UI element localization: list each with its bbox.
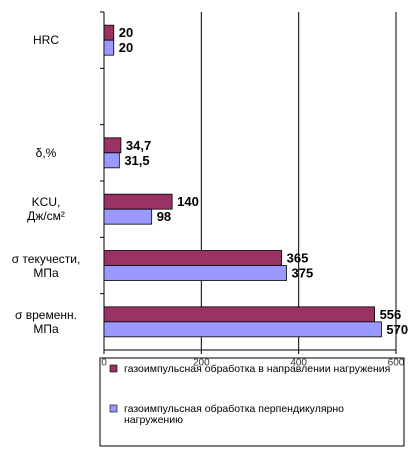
bar	[103, 265, 287, 281]
y-tick-label: δ,%	[35, 145, 57, 160]
value-label: 20	[119, 25, 133, 40]
legend-label: газоимпульсная обработка перпендикулярно…	[124, 403, 344, 426]
value-label: 140	[177, 194, 199, 209]
y-tick-label: σ текучести, МПа	[11, 251, 81, 280]
x-tick-label: 0	[101, 358, 107, 369]
bar	[103, 193, 173, 210]
y-tick-label: KCU, Дж/см²	[27, 195, 65, 224]
legend-swatch	[109, 404, 118, 413]
bar	[103, 39, 115, 56]
value-label: 375	[292, 265, 314, 280]
value-label: 365	[287, 250, 309, 265]
y-tick-label: σ временн. МПа	[15, 307, 77, 336]
bar	[103, 137, 122, 154]
x-tick-label: 600	[388, 358, 405, 369]
value-label: 20	[119, 40, 133, 55]
legend-label: газоимпульсная обработка в направлении н…	[124, 363, 391, 375]
legend-box	[99, 357, 405, 447]
value-label: 31,5	[124, 153, 149, 168]
bar	[103, 321, 382, 338]
value-label: 34,7	[126, 138, 151, 153]
bar	[103, 24, 115, 41]
value-label: 556	[380, 307, 402, 322]
bar	[103, 152, 120, 169]
y-tick-label: HRC	[33, 33, 59, 48]
x-tick-label: 400	[290, 358, 307, 369]
bar	[103, 250, 283, 266]
legend-swatch	[109, 364, 118, 373]
value-label: 98	[157, 209, 171, 224]
bar	[103, 306, 375, 323]
value-label: 570	[386, 322, 408, 337]
x-tick-label: 200	[193, 358, 210, 369]
bar	[103, 208, 153, 225]
